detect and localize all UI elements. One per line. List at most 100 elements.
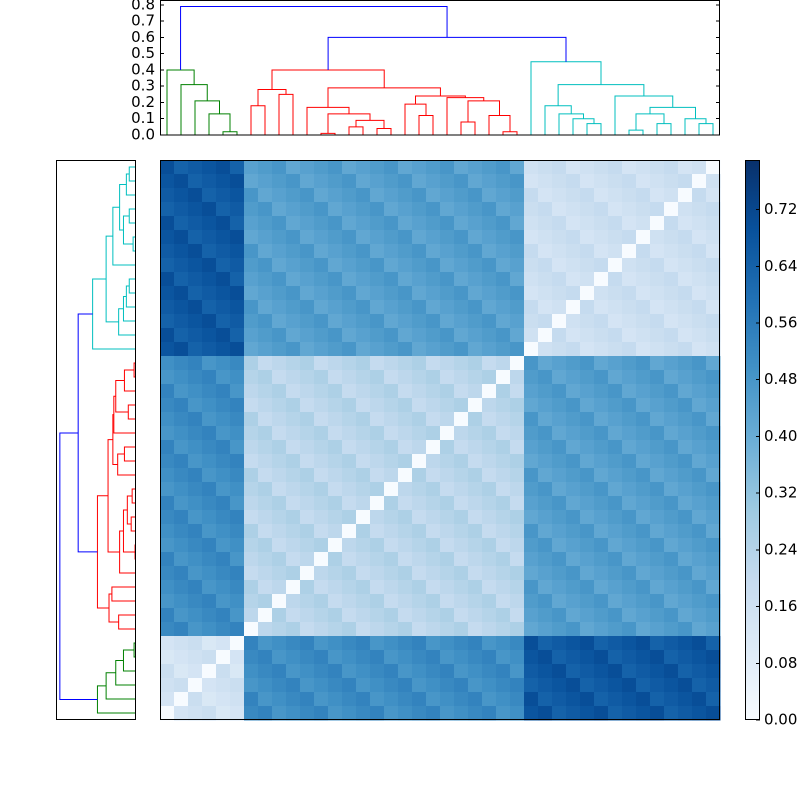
heatmap-cell [174, 510, 189, 525]
heatmap-cell [412, 468, 427, 483]
heatmap-cell [482, 608, 497, 623]
heatmap-cell [342, 580, 357, 595]
left-dendrogram-link [113, 395, 136, 434]
heatmap-cell [664, 636, 679, 651]
heatmap-cell [412, 160, 427, 175]
heatmap-cell [412, 454, 427, 469]
heatmap-cell [650, 636, 665, 651]
heatmap-cell [244, 244, 259, 259]
heatmap-cell [272, 174, 287, 189]
heatmap-cell [160, 230, 175, 245]
heatmap-cell [216, 188, 231, 203]
heatmap-cell [594, 230, 609, 245]
heatmap-cell [188, 538, 203, 553]
heatmap-cell [552, 328, 567, 343]
heatmap-cell [468, 216, 483, 231]
heatmap-cell [300, 496, 315, 511]
heatmap-cell [636, 328, 651, 343]
heatmap-cell [706, 524, 721, 539]
heatmap-cell [510, 216, 525, 231]
heatmap-cell [328, 160, 343, 175]
heatmap-cell [636, 160, 651, 175]
heatmap-cell [216, 328, 231, 343]
heatmap-cell [230, 160, 245, 175]
heatmap-cell [468, 664, 483, 679]
heatmap-cell [300, 650, 315, 665]
heatmap-cell [370, 594, 385, 609]
heatmap-cell [496, 426, 511, 441]
heatmap-cell [510, 258, 525, 273]
heatmap-cell [608, 622, 623, 637]
heatmap-cell [650, 272, 665, 287]
heatmap-cell [188, 412, 203, 427]
heatmap-cell [286, 664, 301, 679]
heatmap-cell [300, 202, 315, 217]
heatmap-cell [510, 300, 525, 315]
heatmap-cell [650, 188, 665, 203]
heatmap-cell [594, 314, 609, 329]
heatmap-cell [286, 482, 301, 497]
heatmap-cell [328, 552, 343, 567]
heatmap-cell [426, 622, 441, 637]
heatmap-cell [188, 552, 203, 567]
heatmap-cell [622, 482, 637, 497]
heatmap-cell [538, 342, 553, 357]
heatmap-cell [482, 650, 497, 665]
heatmap-cell [496, 300, 511, 315]
heatmap-cell [566, 202, 581, 217]
heatmap-cell [454, 202, 469, 217]
heatmap-cell [622, 454, 637, 469]
heatmap-cell [272, 412, 287, 427]
heatmap-cell [202, 412, 217, 427]
heatmap-cell [468, 356, 483, 371]
heatmap-cell [202, 174, 217, 189]
heatmap-cell [370, 272, 385, 287]
heatmap-cell [650, 230, 665, 245]
heatmap-cell [258, 412, 273, 427]
heatmap-cell [398, 314, 413, 329]
heatmap-cell [300, 384, 315, 399]
heatmap-cell [650, 678, 665, 693]
heatmap-cell [202, 706, 217, 721]
heatmap-cell [454, 706, 469, 721]
heatmap-cell [188, 272, 203, 287]
heatmap-cell [342, 524, 357, 539]
heatmap-cell [552, 244, 567, 259]
heatmap-cell [510, 608, 525, 623]
heatmap-cell [692, 678, 707, 693]
heatmap-cell [188, 328, 203, 343]
heatmap-cell [328, 468, 343, 483]
heatmap-cell [370, 650, 385, 665]
heatmap-cell [258, 370, 273, 385]
heatmap-cell [384, 300, 399, 315]
heatmap-cell [244, 510, 259, 525]
heatmap-cell [216, 202, 231, 217]
heatmap-cell [468, 286, 483, 301]
heatmap-cell [230, 524, 245, 539]
heatmap-cell [160, 440, 175, 455]
heatmap-cell [398, 258, 413, 273]
heatmap-cell [398, 244, 413, 259]
heatmap-cell [426, 678, 441, 693]
heatmap-cell [244, 342, 259, 357]
heatmap-cell [188, 566, 203, 581]
heatmap-cell [328, 188, 343, 203]
heatmap-cell [314, 440, 329, 455]
heatmap-cell [524, 188, 539, 203]
heatmap-cell [216, 244, 231, 259]
heatmap-cell [440, 454, 455, 469]
heatmap-cell [160, 188, 175, 203]
heatmap-cell [174, 692, 189, 707]
heatmap-cell [174, 286, 189, 301]
heatmap-cell [216, 482, 231, 497]
heatmap-cell [300, 314, 315, 329]
heatmap-cell [440, 692, 455, 707]
heatmap-cell [244, 202, 259, 217]
heatmap-cell [258, 356, 273, 371]
heatmap-cell [650, 370, 665, 385]
heatmap-cell [468, 552, 483, 567]
heatmap-cell [664, 412, 679, 427]
heatmap-cell [468, 300, 483, 315]
heatmap-cell [188, 174, 203, 189]
heatmap-cell [636, 216, 651, 231]
